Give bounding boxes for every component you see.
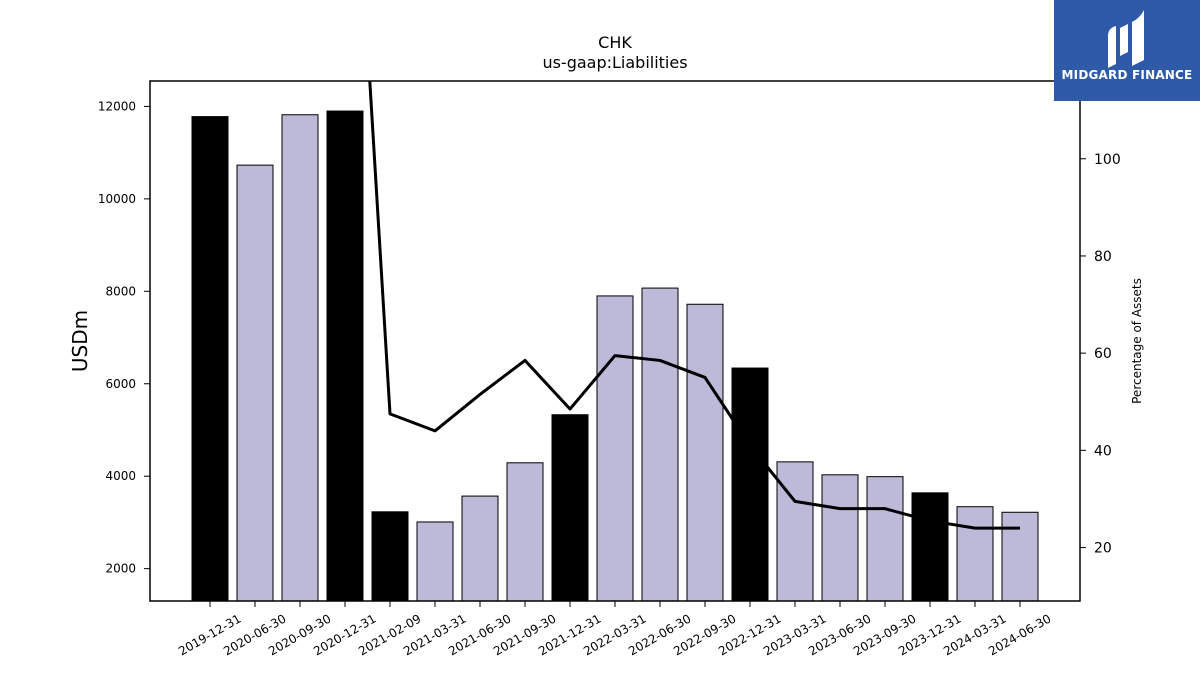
- y-tick-label: 2000: [105, 562, 136, 576]
- x-axis: 2019-12-312020-06-302020-09-302020-12-31…: [176, 601, 1054, 658]
- y-tick-label: 10000: [98, 192, 136, 206]
- bar-2023-12-31: [911, 492, 949, 601]
- bar-2022-03-31: [596, 295, 634, 601]
- chart-subtitle: us-gaap:Liabilities: [542, 53, 687, 72]
- y2-axis: 20 40 60 80 100: [1080, 152, 1121, 557]
- bar-2024-03-31: [956, 506, 994, 601]
- midgard-finance-logo: MIDGARD FINANCE: [1054, 0, 1200, 101]
- bar-2020-06-30: [236, 164, 274, 601]
- chart-title: CHK: [598, 33, 632, 52]
- plot-frame: [149, 80, 1081, 602]
- y2-tick-label: 100: [1094, 152, 1121, 168]
- bar-2019-12-31: [191, 116, 229, 601]
- bar-2023-06-30: [821, 474, 859, 601]
- bar-2021-06-30: [461, 495, 499, 601]
- y2-tick-label: 60: [1094, 346, 1112, 362]
- y2-tick-label: 20: [1094, 541, 1112, 557]
- logo-text: MIDGARD FINANCE: [1061, 68, 1193, 82]
- bar-2020-09-30: [281, 114, 319, 601]
- bar-2023-03-31: [776, 461, 814, 601]
- y2-tick-label: 80: [1094, 249, 1112, 265]
- bar-2022-12-31: [731, 367, 769, 601]
- y-axis: 2000 4000 6000 8000 10000 12000: [98, 99, 150, 576]
- bar-2022-06-30: [641, 287, 679, 601]
- y2-axis-label: Percentage of Assets: [1130, 278, 1144, 404]
- y-tick-label: 6000: [105, 377, 136, 391]
- y-axis-label: USDm: [68, 310, 92, 372]
- y-tick-label: 8000: [105, 284, 136, 298]
- line-group: [368, 81, 1020, 530]
- bar-2021-02-09: [371, 511, 409, 601]
- y2-tick-label: 40: [1094, 443, 1112, 459]
- percentage-line: [368, 81, 1020, 530]
- bar-2021-09-30: [506, 462, 544, 601]
- bar-2024-06-30: [1001, 511, 1039, 601]
- bar-2022-09-30: [686, 303, 724, 601]
- bar-2021-12-31: [551, 414, 589, 601]
- bar-2021-03-31: [416, 521, 454, 601]
- bar-2023-09-30: [866, 476, 904, 601]
- y-tick-label: 4000: [105, 469, 136, 483]
- bars-group: [191, 110, 1039, 601]
- logo-mark-icon: [1108, 10, 1144, 68]
- y-tick-label: 12000: [98, 99, 136, 113]
- bar-2020-12-31: [326, 110, 364, 601]
